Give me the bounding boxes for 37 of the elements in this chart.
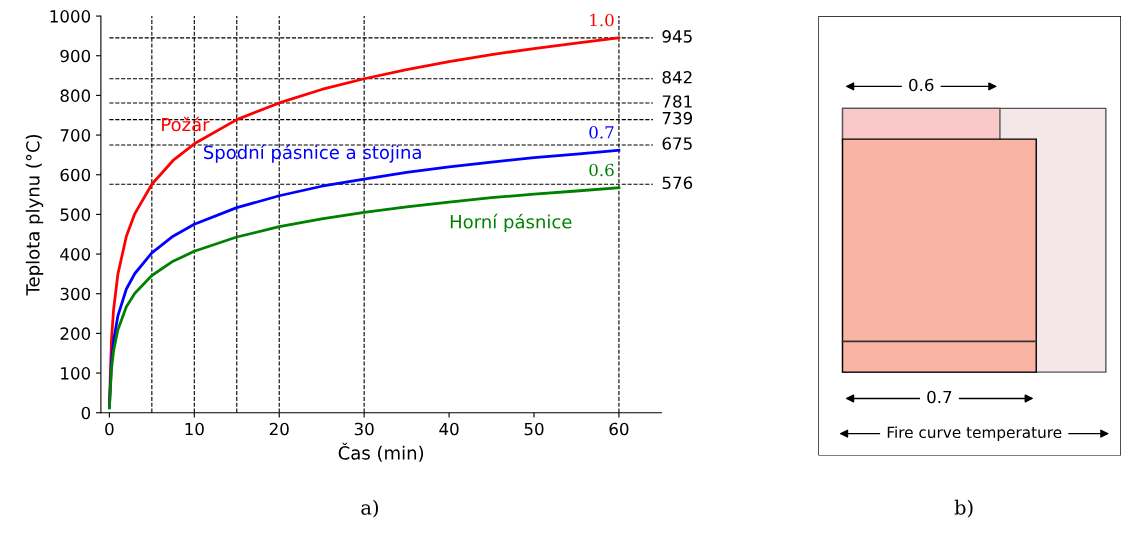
- x-tick-label: 0: [105, 422, 114, 436]
- y-tick-label: 900: [60, 49, 91, 63]
- ref-line-label: 781: [662, 95, 692, 108]
- y-tick-label: 1000: [50, 10, 91, 23]
- series-label: Požár: [162, 116, 210, 132]
- text: Fire curve temperature: [887, 426, 1062, 442]
- y-tick-label: 600: [60, 168, 91, 182]
- x-tick-label: 10: [185, 422, 204, 436]
- ref-line-label: 945: [662, 30, 692, 43]
- text: 0.7: [927, 390, 952, 404]
- y-tick-label: 100: [61, 367, 91, 380]
- y-tick-label: 300: [60, 287, 91, 301]
- x-tick-label: 40: [439, 422, 459, 436]
- text: 0.6: [909, 78, 934, 92]
- annotation: 1.0: [590, 13, 614, 27]
- x-tick-label: 20: [269, 422, 289, 436]
- x-tick-label: 30: [354, 422, 374, 436]
- ref-line-label: 739: [662, 111, 693, 125]
- text: b): [954, 499, 973, 518]
- ref-line-label: 576: [662, 176, 693, 190]
- y-tick-label: 400: [60, 248, 91, 261]
- text: a): [361, 499, 378, 518]
- ref-line-label: 675: [662, 137, 692, 150]
- ref-line-label: 842: [662, 70, 692, 84]
- y-tick-label: 200: [60, 327, 91, 340]
- series-label: Horní pásnice: [450, 213, 572, 233]
- y-tick-label: 800: [60, 89, 91, 102]
- x-tick-label: 60: [609, 422, 629, 436]
- x-tick-label: 50: [524, 422, 544, 436]
- annotation: 0.7: [589, 125, 614, 139]
- annotation: 0.6: [589, 163, 614, 177]
- y-axis-title: Teplota plynu (°C): [25, 134, 44, 296]
- y-tick-label: 0: [81, 406, 91, 420]
- y-tick-label: 500: [60, 208, 91, 221]
- x-axis-title: Čas (min): [338, 442, 424, 462]
- series-label: Spodní pásnice a stojina: [203, 144, 421, 163]
- y-tick-label: 700: [60, 129, 91, 142]
